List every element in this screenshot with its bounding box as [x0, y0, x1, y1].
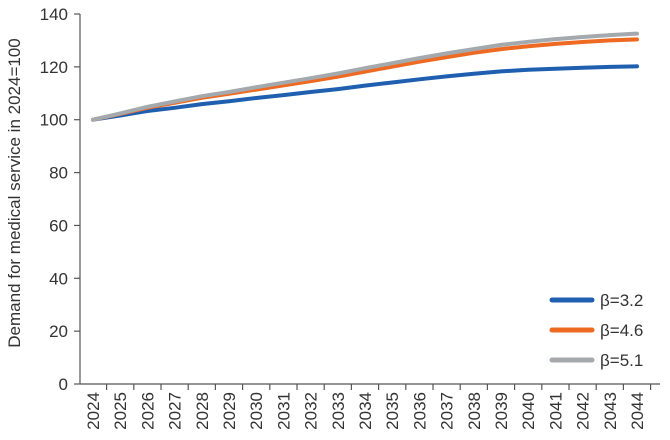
x-axis: 2024 2025 2026 2027 2028 2029 2030 2031 2032 2033…	[84, 384, 652, 430]
x-tick-label: 2033	[329, 392, 348, 430]
series-line-3	[91, 31, 639, 122]
legend-label: β=5.1	[600, 351, 643, 370]
x-tick-label: 2025	[111, 392, 130, 430]
y-tick-label: 0	[59, 375, 68, 394]
y-tick-label: 120	[40, 58, 68, 77]
x-tick-label: 2034	[356, 392, 375, 430]
y-tick-label: 40	[49, 269, 68, 288]
x-tick-label: 2038	[465, 392, 484, 430]
x-tick-label: 2037	[438, 392, 457, 430]
series-line-1	[91, 64, 639, 122]
y-axis-label: Demand for medical service in 2024=100	[5, 38, 24, 347]
x-tick-label: 2043	[601, 392, 620, 430]
x-tick-label: 2030	[247, 392, 266, 430]
x-tick-label: 2041	[546, 392, 565, 430]
x-tick-label: 2026	[138, 392, 157, 430]
y-axis: 0 20 40 60 80 100 120 140	[40, 5, 80, 394]
x-tick-label: 2027	[166, 392, 185, 430]
legend: β=3.2 β=4.6 β=5.1	[549, 291, 643, 370]
x-tick-label: 2035	[383, 392, 402, 430]
y-tick-label: 60	[49, 216, 68, 235]
y-tick-label: 100	[40, 111, 68, 130]
legend-label: β=3.2	[600, 291, 643, 310]
x-tick-label: 2039	[492, 392, 511, 430]
y-axis-label-group: Demand for medical service in 2024=100	[5, 38, 24, 347]
legend-label: β=4.6	[600, 321, 643, 340]
y-tick-label: 20	[49, 322, 68, 341]
series-lines	[91, 31, 639, 122]
x-tick-label: 2044	[628, 392, 647, 430]
x-tick-label: 2028	[193, 392, 212, 430]
x-tick-label: 2036	[410, 392, 429, 430]
y-tick-label: 140	[40, 5, 68, 24]
x-tick-label: 2029	[220, 392, 239, 430]
axes-lines	[79, 14, 660, 385]
x-tick-label: 2042	[574, 392, 593, 430]
x-tick-label: 2032	[302, 392, 321, 430]
x-tick-label: 2031	[274, 392, 293, 430]
x-tick-label: 2024	[84, 392, 103, 430]
x-tick-label: 2040	[519, 392, 538, 430]
y-tick-label: 80	[49, 164, 68, 183]
